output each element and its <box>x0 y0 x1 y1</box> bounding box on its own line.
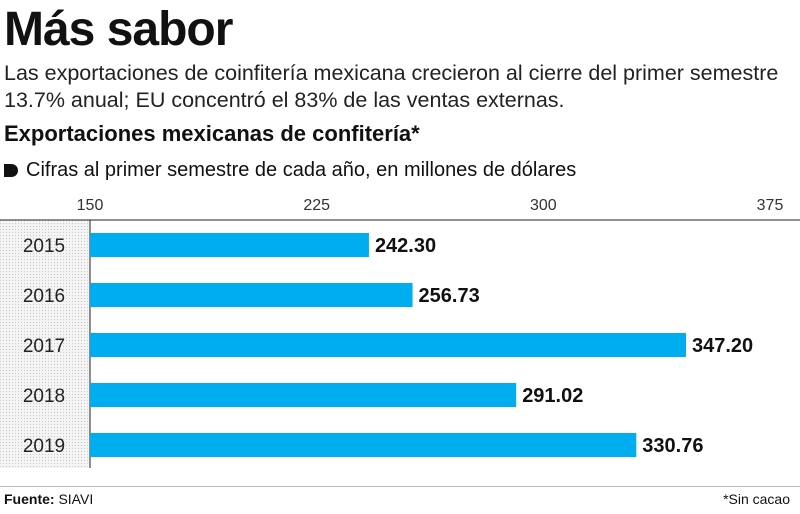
source-credit: Fuente: SIAVI <box>4 491 93 507</box>
category-label: 2015 <box>23 236 65 257</box>
chart-title: Exportaciones mexicanas de confitería* <box>4 121 420 146</box>
bar <box>90 433 637 457</box>
category-band <box>0 220 90 468</box>
category-label: 2019 <box>23 436 65 457</box>
source-label: Fuente: <box>4 491 55 507</box>
bar <box>90 283 413 307</box>
footnote: *Sin cacao <box>723 491 790 507</box>
value-label: 291.02 <box>522 385 583 407</box>
bullet-icon <box>4 163 18 177</box>
category-label: 2017 <box>23 336 65 357</box>
x-tick-label: 300 <box>530 197 557 214</box>
chart-subtitle: Cifras al primer semestre de cada año, e… <box>4 156 576 184</box>
bar <box>90 333 686 357</box>
headline: Más sabor <box>4 3 233 56</box>
footer-rule <box>0 486 800 487</box>
value-label: 330.76 <box>642 435 703 457</box>
value-label: 347.20 <box>692 335 753 357</box>
bar <box>90 233 369 257</box>
x-tick-label: 225 <box>303 197 330 214</box>
value-label: 242.30 <box>375 235 436 257</box>
value-label: 256.73 <box>419 285 480 307</box>
x-tick-label: 150 <box>77 197 104 214</box>
bar-chart: 150 225 300 375 2015 242.30 2016 256.73 2017 347… <box>0 197 800 468</box>
bar <box>90 383 517 407</box>
source-value: SIAVI <box>58 491 94 507</box>
chart-subtitle-text: Cifras al primer semestre de cada año, e… <box>26 159 577 181</box>
deck-text: Las exportaciones de coinfitería mexican… <box>4 61 779 112</box>
category-label: 2018 <box>23 386 65 407</box>
category-label: 2016 <box>23 286 65 307</box>
x-tick-label: 375 <box>757 197 784 214</box>
